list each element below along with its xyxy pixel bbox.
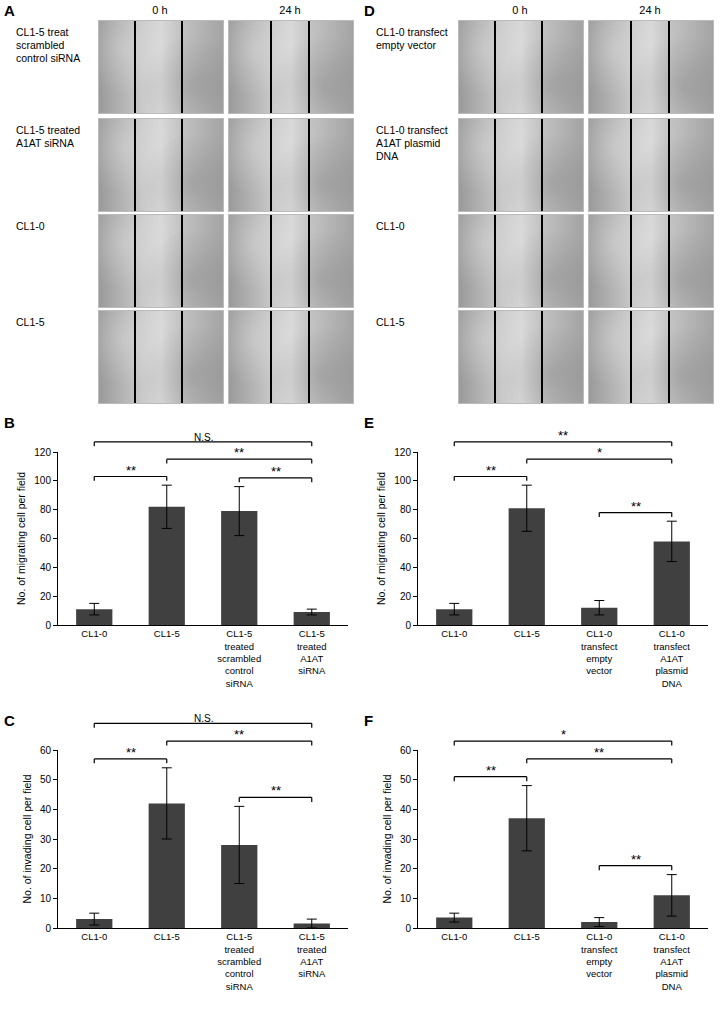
svg-text:**: ** — [631, 852, 641, 867]
svg-text:**: ** — [234, 727, 244, 742]
html-text:24 h: 24 h — [639, 4, 661, 16]
svg-text:10: 10 — [40, 893, 52, 904]
html-text:CL1-5: CL1-5 — [376, 316, 405, 328]
svg-text:CL1-5: CL1-5 — [154, 931, 180, 942]
svg-text:100: 100 — [394, 475, 411, 486]
svg-text:0: 0 — [405, 620, 411, 631]
svg-text:**: ** — [126, 463, 136, 478]
svg-text:**: ** — [594, 745, 604, 760]
svg-text:CL1-0: CL1-0 — [441, 628, 467, 639]
svg-text:No. of invading cell per field: No. of invading cell per field — [21, 774, 33, 903]
svg-text:**: ** — [271, 783, 281, 798]
svg-text:CL1-5: CL1-5 — [514, 931, 540, 942]
html-text:CL1-5 treated A1AT siRNA: CL1-5 treated A1AT siRNA — [16, 124, 81, 150]
svg-text:30: 30 — [400, 834, 412, 845]
svg-text:**: ** — [486, 763, 496, 778]
svg-text:**: ** — [558, 428, 568, 443]
svg-text:**: ** — [271, 464, 281, 479]
html-text:CL1-0: CL1-0 — [16, 220, 45, 232]
svg-text:10: 10 — [400, 893, 412, 904]
svg-text:CL1-5treatedscrambledcontrolsi: CL1-5treatedscrambledcontrolsiRNA — [217, 628, 261, 688]
html-text:D: D — [364, 2, 375, 19]
svg-text:0: 0 — [405, 923, 411, 934]
svg-text:CL1-5: CL1-5 — [154, 628, 180, 639]
html-text:24 h: 24 h — [279, 4, 301, 16]
svg-text:*: * — [561, 727, 566, 742]
svg-text:N.S.: N.S. — [194, 713, 213, 724]
html-text:F: F — [364, 712, 374, 729]
svg-text:100: 100 — [34, 475, 51, 486]
html-text:CL1-0: CL1-0 — [376, 220, 405, 232]
svg-text:20: 20 — [400, 863, 412, 874]
svg-text:CL1-5: CL1-5 — [514, 628, 540, 639]
html-text:E: E — [364, 414, 374, 431]
svg-text:**: ** — [631, 499, 641, 514]
svg-text:80: 80 — [40, 504, 52, 515]
svg-text:No. of invading cell per field: No. of invading cell per field — [381, 774, 393, 903]
html-text:CL1-0 transfect empty vector: CL1-0 transfect empty vector — [376, 26, 448, 52]
svg-text:30: 30 — [40, 834, 52, 845]
svg-text:N.S.: N.S. — [194, 432, 213, 443]
svg-text:CL1-0: CL1-0 — [81, 931, 107, 942]
html-text:CL1-5 treat scrambled control: CL1-5 treat scrambled control siRNA — [16, 26, 81, 65]
svg-text:CL1-0transfectemptyvector: CL1-0transfectemptyvector — [581, 628, 618, 676]
svg-text:0: 0 — [45, 923, 51, 934]
svg-text:*: * — [597, 445, 602, 460]
html-text:CL1-5: CL1-5 — [16, 316, 45, 328]
svg-text:CL1-5treatedscrambledcontrolsi: CL1-5treatedscrambledcontrolsiRNA — [217, 931, 261, 991]
svg-text:120: 120 — [34, 447, 51, 458]
html-text:C: C — [4, 712, 15, 729]
svg-text:40: 40 — [400, 562, 412, 573]
svg-text:**: ** — [234, 445, 244, 460]
svg-text:50: 50 — [400, 774, 412, 785]
svg-text:40: 40 — [40, 804, 52, 815]
svg-text:80: 80 — [400, 504, 412, 515]
svg-text:40: 40 — [40, 562, 52, 573]
svg-text:40: 40 — [400, 804, 412, 815]
svg-text:No. of migrating cell per fiel: No. of migrating cell per field — [15, 472, 27, 605]
svg-text:50: 50 — [40, 774, 52, 785]
svg-text:0: 0 — [45, 620, 51, 631]
svg-text:CL1-0transfectA1ATplasmidDNA: CL1-0transfectA1ATplasmidDNA — [654, 931, 691, 991]
svg-text:CL1-0: CL1-0 — [81, 628, 107, 639]
svg-text:60: 60 — [40, 745, 52, 756]
svg-text:20: 20 — [400, 591, 412, 602]
svg-text:CL1-5treatedA1ATsiRNA: CL1-5treatedA1ATsiRNA — [297, 931, 327, 979]
svg-text:**: ** — [486, 463, 496, 478]
html-text:B: B — [4, 414, 15, 431]
html-text:0 h: 0 h — [152, 4, 168, 16]
svg-text:60: 60 — [40, 533, 52, 544]
svg-text:20: 20 — [40, 591, 52, 602]
svg-text:CL1-0transfectemptyvector: CL1-0transfectemptyvector — [581, 931, 618, 979]
svg-text:CL1-5treatedA1ATsiRNA: CL1-5treatedA1ATsiRNA — [297, 628, 327, 676]
svg-text:CL1-0: CL1-0 — [441, 931, 467, 942]
svg-text:**: ** — [126, 745, 136, 760]
svg-text:60: 60 — [400, 745, 412, 756]
html-text:0 h: 0 h — [512, 4, 528, 16]
svg-text:60: 60 — [400, 533, 412, 544]
svg-text:20: 20 — [40, 863, 52, 874]
html-text:CL1-0 transfect A1AT plasmid D: CL1-0 transfect A1AT plasmid DNA — [376, 124, 448, 163]
svg-text:No. of migrating cell per fiel: No. of migrating cell per field — [375, 472, 387, 605]
svg-text:120: 120 — [394, 447, 411, 458]
html-text:A: A — [4, 2, 15, 19]
svg-text:CL1-0transfectA1ATplasmidDNA: CL1-0transfectA1ATplasmidDNA — [654, 628, 691, 688]
